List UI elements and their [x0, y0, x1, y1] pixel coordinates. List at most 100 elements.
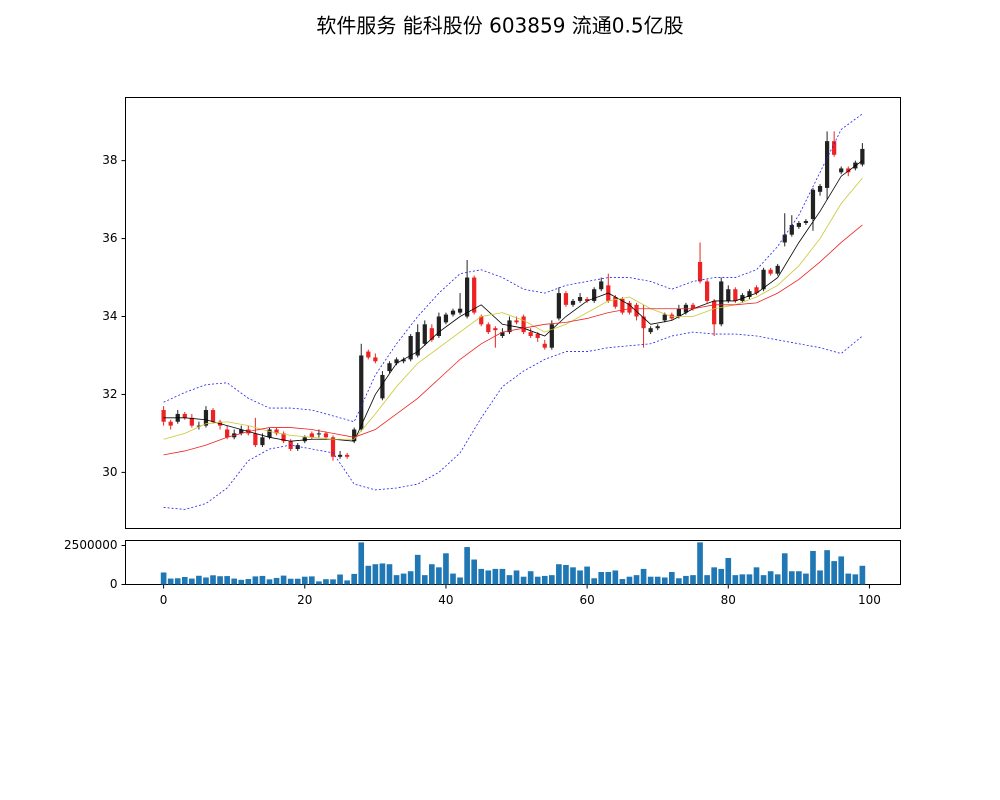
volume-bar — [697, 542, 703, 585]
volume-bar — [774, 574, 781, 585]
candle-body — [267, 429, 272, 438]
volume-bar — [492, 568, 499, 585]
candle-body — [450, 310, 456, 315]
candle-body — [726, 289, 731, 301]
candle-body — [641, 316, 646, 329]
y-tick-label: 30 — [102, 465, 117, 479]
indicator-line — [163, 331, 863, 510]
candle-body — [443, 314, 449, 323]
y-tick-label: 36 — [102, 231, 117, 245]
candle-body — [330, 437, 336, 457]
candle-body — [549, 324, 554, 348]
candle-body — [281, 433, 286, 442]
candle-body — [394, 359, 399, 364]
candle-body — [754, 287, 759, 294]
volume-bar — [570, 567, 576, 585]
candle-body — [401, 359, 406, 362]
volume-bar — [690, 575, 696, 585]
x-tick-label: 0 — [160, 593, 168, 607]
volume-bar — [661, 577, 668, 585]
candle-body — [168, 421, 173, 426]
volume-bar — [654, 576, 661, 585]
candle-body — [507, 320, 512, 333]
candle-body — [203, 410, 209, 426]
volume-bar — [429, 564, 435, 585]
candle-body — [577, 297, 583, 301]
candle-body — [457, 308, 463, 313]
volume-bar — [400, 573, 407, 585]
volume-bar — [810, 550, 816, 585]
volume-bar — [831, 561, 837, 585]
volume-bar — [548, 575, 555, 585]
volume-bar — [259, 575, 266, 585]
volume-bar — [760, 575, 767, 585]
candle-body — [712, 300, 717, 325]
volume-bar — [605, 572, 612, 585]
candle-body — [302, 437, 307, 442]
volume-bar — [506, 575, 513, 585]
volume-bar — [845, 573, 852, 585]
volume-bar — [746, 574, 753, 585]
volume-bar — [767, 571, 774, 585]
volume-bar — [203, 577, 209, 585]
volume-frame — [125, 540, 901, 585]
x-tick-label: 20 — [297, 593, 312, 607]
candle-body — [704, 281, 710, 301]
candle-body — [620, 298, 625, 313]
volume-bar — [224, 576, 230, 585]
volume-bar — [238, 579, 245, 585]
candle-body — [436, 316, 442, 336]
volume-bar — [852, 574, 859, 585]
volume-bar — [781, 553, 788, 585]
candle-body — [373, 357, 378, 362]
volume-bar — [301, 576, 308, 585]
volume-bar — [414, 554, 421, 585]
volume-bar — [189, 578, 195, 585]
volume-bar — [817, 570, 823, 585]
candle-body — [839, 168, 844, 173]
volume-bar — [323, 579, 329, 585]
candle-body — [796, 222, 801, 227]
volume-bar — [273, 577, 280, 585]
volume-bar — [196, 575, 202, 585]
candle-body — [337, 454, 343, 457]
volume-bar — [280, 575, 287, 585]
volume-bar — [316, 581, 322, 585]
candle-body — [472, 277, 477, 313]
candle-body — [535, 334, 540, 338]
candle-body — [493, 328, 498, 331]
candle-body — [182, 413, 187, 418]
candle-body — [775, 265, 780, 274]
volume-bar — [266, 579, 273, 585]
y-tick-label: 34 — [102, 309, 117, 323]
volume-bar — [485, 570, 492, 585]
candle-body — [592, 289, 597, 301]
volume-bar — [231, 578, 238, 585]
candle-body — [309, 433, 314, 438]
volume-bar — [711, 567, 717, 585]
volume-bar — [577, 570, 583, 585]
x-tick-label: 40 — [438, 593, 453, 607]
indicator-line — [163, 224, 863, 456]
candle-body — [599, 281, 604, 290]
volume-bar — [450, 573, 456, 585]
candle-body — [196, 425, 202, 427]
volume-bar — [732, 575, 739, 585]
candle-body — [563, 293, 569, 305]
volume-bar — [174, 578, 181, 585]
candle-body — [465, 277, 470, 317]
volume-bar — [704, 575, 710, 585]
volume-bar — [541, 575, 548, 585]
volume-bar — [393, 575, 400, 585]
volume-bar — [457, 577, 463, 585]
volume-bar — [167, 578, 174, 585]
volume-bar — [803, 573, 809, 585]
volume-bar — [598, 572, 605, 585]
volume-bar — [294, 578, 301, 585]
candle-body — [634, 304, 639, 317]
volume-bar — [633, 575, 640, 585]
candle-body — [747, 291, 752, 298]
volume-bar — [612, 570, 619, 585]
